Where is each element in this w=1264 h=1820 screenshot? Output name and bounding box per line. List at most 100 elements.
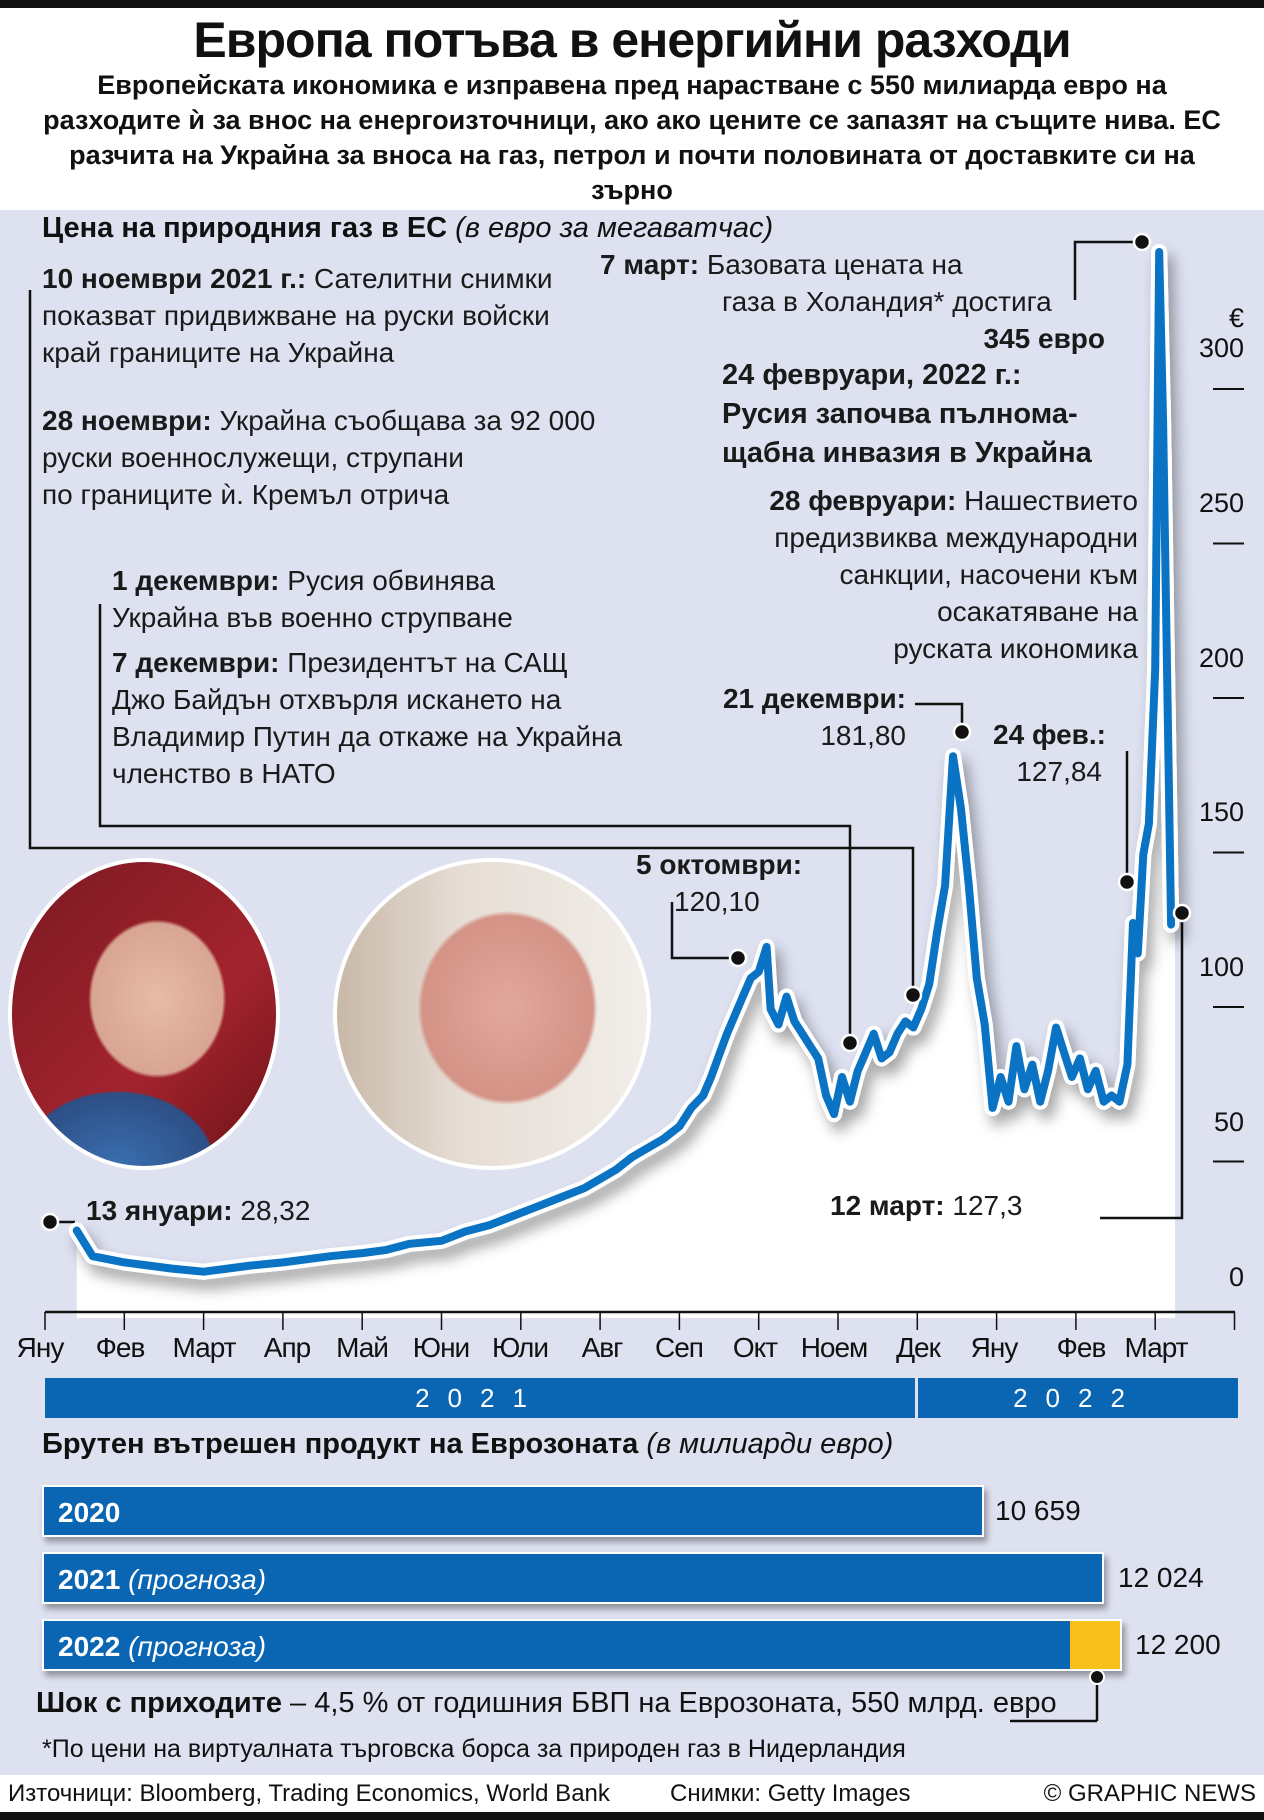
sources: Източници: Bloomberg, Trading Economics,… (8, 1780, 610, 1807)
annotation-mar7: 7 март: Базовата цената на газа в Холанд… (600, 246, 1105, 357)
y-tick-300: 300 (1198, 333, 1244, 363)
annotation-oct5: 5 октомври: 120,10 (636, 846, 802, 920)
month-label: Яну (970, 1332, 1019, 1363)
gdp-chart-title-text: Брутен вътрешен продукт на Еврозоната (42, 1428, 639, 1460)
annotation-value: 120,10 (674, 886, 760, 917)
month-label: Юли (491, 1332, 549, 1363)
annotation-date: 28 февруари: (769, 485, 957, 516)
annotation-value: 127,3 (944, 1190, 1023, 1221)
y-tick-50: 50 (1213, 1107, 1244, 1137)
bar-label: 2020 (58, 1497, 121, 1528)
month-label: Юни (412, 1332, 470, 1363)
annotation-text: руски военнослужещи, струпани (42, 442, 464, 473)
y-tick-0: 0 (1228, 1262, 1244, 1292)
annotation-date: 7 декември: (112, 647, 280, 678)
gdp-bar-2022: 2022 (прогноза) (42, 1619, 1122, 1671)
gdp-value-2022: 12 200 (1135, 1629, 1221, 1660)
bar-note: (прогноза) (120, 1564, 267, 1595)
footer: Източници: Bloomberg, Trading Economics,… (0, 1775, 1264, 1812)
month-label: Авг (581, 1332, 624, 1363)
annotation-text: Базовата цената на (699, 249, 963, 280)
month-label: Сеп (655, 1332, 704, 1363)
annotation-dots (40, 232, 1192, 1232)
annotation-date: 5 октомври: (636, 849, 803, 880)
annotation-dec21: 21 декември: 181,80 (660, 680, 906, 754)
annotation-mar12: 12 март: 127,3 (830, 1187, 1022, 1224)
photo-credit: Снимки: Getty Images (670, 1780, 911, 1807)
annotation-feb24: 24 фев.: 127,84 (960, 716, 1106, 790)
biden-photo (333, 858, 651, 1170)
gdp-bar-2020: 2020 (42, 1485, 984, 1537)
annotation-text: Русия обвинява (279, 565, 496, 596)
month-label: Март (1124, 1332, 1189, 1363)
income-shock-note: Шок с приходите – 4,5 % от годишния БВП … (36, 1687, 1057, 1720)
year-bar-2021: 2021 (45, 1378, 915, 1418)
annotation-date: 7 март: (600, 249, 700, 280)
annotation-dec1: 1 декември: Русия обвинява Украйна във в… (112, 562, 513, 636)
gas-chart-unit: (в евро за мегаватчас) (455, 212, 774, 244)
month-label: Фев (1056, 1332, 1107, 1363)
gdp-bar-2021: 2021 (прогноза) (42, 1552, 1104, 1604)
shock-text: – 4,5 % от годишния БВП на Еврозоната, 5… (281, 1687, 1057, 1719)
annotation-nov10: 10 ноември 2021 г.: Сателитни снимки пок… (42, 260, 553, 371)
annotation-text: показват придвижване на руски войски (42, 300, 550, 331)
bar-note: (прогноза) (120, 1631, 267, 1662)
annotation-feb28: 28 февруари: Нашествието предизвиква меж… (600, 482, 1138, 667)
annotation-text: санкции, насочени към (839, 559, 1138, 590)
annotation-connectors (28, 240, 1184, 1224)
annotation-date: 13 януари: (86, 1195, 233, 1226)
y-tick-150: 150 (1198, 797, 1244, 827)
annotation-jan13: 13 януари: 28,32 (86, 1192, 310, 1229)
annotation-dec7: 7 декември: Президентът на САЩ Джо Байдъ… (112, 644, 622, 792)
annotation-text: Украйна във военно струпване (112, 602, 513, 633)
annotation-text: руската икономика (893, 633, 1138, 664)
y-axis-currency: € (1228, 303, 1244, 333)
gdp-chart-unit: (в милиарди евро) (646, 1428, 894, 1460)
gdp-value-2020: 10 659 (995, 1495, 1081, 1526)
page-title: Европа потъва в енергийни разходи (193, 12, 1071, 68)
annotation-date: 28 ноември: (42, 405, 212, 436)
y-axis-ticks (1213, 388, 1244, 1163)
annotation-text: Украйна съобщава за 92 000 (211, 405, 596, 436)
annotation-value: 127,84 (1016, 756, 1102, 787)
annotation-nov28: 28 ноември: Украйна съобщава за 92 000 р… (42, 402, 595, 513)
annotation-date: 10 ноември 2021 г.: (42, 263, 307, 294)
y-tick-200: 200 (1198, 643, 1244, 673)
annotation-date: 24 фев.: (993, 719, 1106, 750)
annotation-text: Нашествието (956, 485, 1138, 516)
shock-label: Шок с приходите (36, 1687, 282, 1719)
gdp-chart-title: Брутен вътрешен продукт на Еврозоната (в… (42, 1428, 893, 1461)
annotation-text: 24 февруари, 2022 г.: (722, 359, 1022, 391)
annotation-value: 28,32 (232, 1195, 311, 1226)
y-tick-250: 250 (1198, 488, 1244, 518)
month-label: Фев (95, 1332, 146, 1363)
gas-chart-title: Цена на природния газ в ЕС (в евро за ме… (42, 212, 773, 245)
annotation-text: Сателитни снимки (306, 263, 553, 294)
annotation-text: Президентът на САЩ (279, 647, 569, 678)
bottom-border (0, 1812, 1264, 1820)
gas-chart-title-text: Цена на природния газ в ЕС (42, 212, 448, 244)
month-label: Март (172, 1332, 237, 1363)
annotation-text: Владимир Путин да откаже на Украйна (112, 721, 623, 752)
annotation-text: Джо Байдън отхвърля искането на (112, 684, 562, 715)
top-border (0, 0, 1264, 8)
price-line (68, 244, 1180, 1280)
annotation-date: 1 декември: (112, 565, 280, 596)
annotation-text: край границите на Украйна (42, 337, 395, 368)
annotation-text: по границите ѝ. Кремъл отрича (42, 479, 450, 510)
annotation-date: 12 март: (830, 1190, 945, 1221)
x-axis (44, 1310, 1236, 1330)
y-tick-100: 100 (1198, 952, 1244, 982)
annotation-text: щабна инвазия в Украйна (722, 437, 1092, 469)
bar-label: 2021 (58, 1564, 121, 1595)
annotation-text: Русия започва пълнома- (722, 398, 1078, 430)
month-label: Ноем (800, 1332, 869, 1363)
month-label: Яну (16, 1332, 65, 1363)
annotation-text: членство в НАТО (112, 758, 336, 789)
month-label: Дек (896, 1332, 941, 1363)
bar-label: 2022 (58, 1631, 121, 1662)
annotation-value: 345 евро (983, 323, 1106, 354)
annotation-feb24-invasion: 24 февруари, 2022 г.: Русия започва пълн… (722, 356, 1092, 473)
month-label: Окт (732, 1332, 778, 1363)
annotation-text: предизвиква международни (774, 522, 1138, 553)
